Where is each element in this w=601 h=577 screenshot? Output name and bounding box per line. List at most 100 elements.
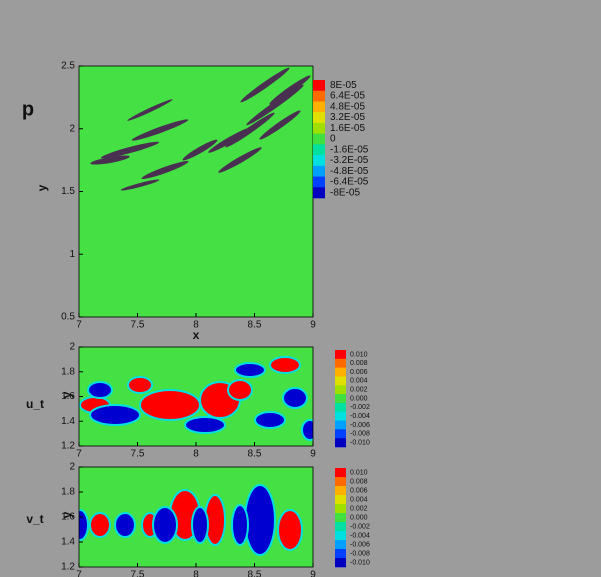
y-axis-label: y: [60, 511, 74, 518]
colorbar-swatch: [335, 477, 346, 487]
y-tick-label: 1.8: [61, 487, 75, 498]
colorbar-swatch: [335, 358, 346, 368]
colorbar-swatch: [335, 495, 346, 505]
colorbar-label: -1.6E-05: [330, 144, 369, 155]
field-feature: [240, 67, 290, 103]
colorbar-swatch: [335, 522, 346, 532]
field: [79, 467, 313, 567]
colorbar-label: -0.004: [350, 413, 370, 420]
x-tick-label: 7: [76, 320, 82, 331]
colorbar-label: 3.2E-05: [330, 112, 365, 123]
field-feature: [208, 127, 252, 153]
colorbar-label: -0.004: [350, 532, 370, 539]
field-feature: [89, 512, 111, 538]
x-tick-label: 8.5: [248, 570, 262, 577]
y-tick-label: 1.2: [61, 441, 75, 452]
colorbar-label: 0.010: [350, 469, 368, 476]
field-feature: [127, 376, 153, 394]
field-feature: [127, 99, 173, 121]
field-feature: [254, 411, 286, 429]
colorbar-label: 0.010: [350, 351, 368, 358]
x-tick-label: 8.5: [248, 449, 262, 460]
y-axis-label: y: [60, 391, 74, 398]
plot-frame: [78, 346, 314, 447]
y-tick-label: 1.4: [61, 537, 75, 548]
field-feature: [114, 512, 136, 538]
colorbar-swatch: [313, 155, 325, 167]
colorbar-label: 0.000: [350, 514, 368, 521]
field-feature: [269, 75, 311, 105]
y-tick-label: 1: [69, 249, 75, 260]
colorbar-swatch: [335, 350, 346, 360]
x-tick-label: 8.5: [248, 320, 262, 331]
y-tick-label: 2.5: [61, 61, 75, 72]
colorbar-swatch: [313, 187, 325, 199]
colorbar-swatch: [335, 438, 346, 448]
colorbar-swatch: [335, 367, 346, 377]
colorbar-label: 0.002: [350, 387, 368, 394]
field: [79, 347, 313, 446]
colorbar-label: -6.4E-05: [330, 177, 369, 188]
field-feature: [184, 416, 226, 434]
x-tick-label: 7: [76, 570, 82, 577]
colorbar-label: 0.006: [350, 369, 368, 376]
field-feature: [182, 139, 218, 161]
colorbar-swatch: [313, 176, 325, 188]
y-tick-label: 1.5: [61, 186, 75, 197]
colorbar-swatch: [335, 420, 346, 430]
colorbar-label: 0.002: [350, 505, 368, 512]
colorbar-label: 0.008: [350, 478, 368, 485]
plot-frame: [78, 466, 314, 568]
field-feature: [131, 119, 189, 141]
field-feature: [234, 362, 266, 378]
colorbar-swatch: [335, 394, 346, 404]
panel-label: u_t: [26, 397, 44, 411]
colorbar-label: -0.008: [350, 550, 370, 557]
field-feature: [277, 509, 303, 551]
x-tick-label: 9: [310, 449, 316, 460]
x-tick-label: 7.5: [131, 320, 145, 331]
colorbar-swatch: [313, 165, 325, 177]
field-feature: [218, 147, 262, 173]
x-tick-label: 7.5: [131, 449, 145, 460]
x-tick-label: 7.5: [131, 570, 145, 577]
field-feature: [90, 155, 130, 165]
colorbar-swatch: [335, 402, 346, 413]
colorbar-swatch: [335, 531, 346, 541]
y-tick-label: 2: [69, 123, 75, 134]
field-feature: [269, 356, 301, 374]
field-feature: [246, 84, 304, 126]
field-feature: [191, 506, 209, 544]
y-tick-label: 0.5: [61, 312, 75, 323]
colorbar-swatch: [313, 144, 325, 156]
y-tick-label: 1.8: [61, 366, 75, 377]
x-axis-label: x: [193, 328, 200, 342]
x-tick-label: 8: [193, 449, 199, 460]
colorbar-label: 0.000: [350, 395, 368, 402]
field-feature: [89, 404, 141, 426]
y-tick-label: 2: [69, 342, 75, 353]
colorbar-swatch: [335, 429, 346, 439]
colorbar-swatch: [335, 385, 346, 395]
y-tick-label: 1.2: [61, 562, 75, 573]
colorbar-swatch: [313, 101, 325, 113]
colorbar-swatch: [335, 540, 346, 550]
colorbar-swatch: [313, 112, 325, 124]
y-tick-label: 1.6: [61, 512, 75, 523]
x-tick-label: 9: [310, 570, 316, 577]
colorbar-swatch: [335, 504, 346, 514]
field-feature: [101, 141, 159, 159]
colorbar-label: 0: [330, 134, 336, 145]
colorbar-swatch: [313, 80, 325, 92]
colorbar-label: -0.010: [350, 559, 370, 566]
y-axis-label: y: [35, 184, 49, 191]
field-feature: [152, 506, 178, 544]
colorbar-swatch: [335, 376, 346, 386]
colorbar-label: -3.2E-05: [330, 155, 369, 166]
panel-label: p: [22, 98, 34, 120]
colorbar-label: 0.008: [350, 360, 368, 367]
x-tick-label: 7: [76, 449, 82, 460]
field-feature: [139, 389, 201, 421]
colorbar-label: -0.008: [350, 431, 370, 438]
